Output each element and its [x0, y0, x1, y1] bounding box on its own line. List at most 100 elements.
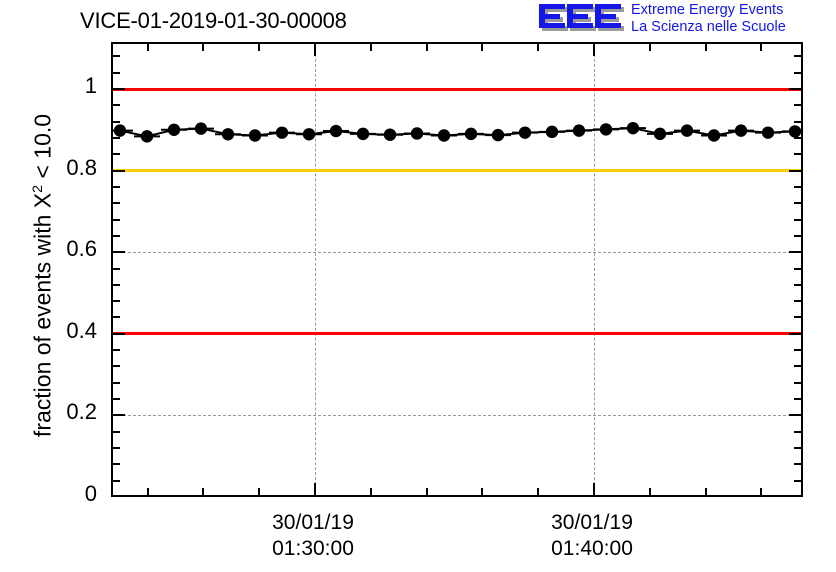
y-axis-minor-tick	[113, 447, 120, 450]
x-axis-minor-tick	[481, 44, 484, 51]
y-axis-minor-tick	[794, 365, 801, 368]
y-axis-minor-tick	[113, 300, 120, 303]
vertical-gridline	[594, 44, 595, 495]
x-axis-tick-label-time: 01:30:00	[272, 537, 354, 560]
y-axis-minor-tick	[794, 234, 801, 237]
y-axis-minor-tick	[113, 479, 120, 482]
y-axis-tick-label: 0.8	[66, 154, 97, 180]
y-axis-minor-tick	[113, 234, 120, 237]
x-axis-major-tick	[314, 483, 316, 495]
eee-logo-line1: Extreme Energy Events	[631, 2, 784, 18]
y-axis-major-tick	[789, 169, 801, 172]
x-axis-tick-label: 30/01/19 01:40:00	[492, 510, 692, 562]
y-axis-minor-tick	[794, 349, 801, 352]
x-axis-minor-tick	[202, 488, 205, 495]
x-axis-tick-label-date: 30/01/19	[272, 511, 354, 534]
data-point-marker	[275, 126, 289, 139]
y-axis-minor-tick	[794, 218, 801, 221]
upper-red-threshold	[113, 87, 801, 91]
y-axis-tick-label: 0.4	[66, 317, 97, 343]
data-point-marker	[599, 123, 613, 136]
y-axis-minor-tick	[113, 71, 120, 74]
data-point-marker	[734, 124, 748, 137]
y-axis-minor-tick	[113, 381, 120, 384]
y-axis-minor-tick	[794, 447, 801, 450]
y-axis-minor-tick	[113, 365, 120, 368]
x-axis-major-tick	[314, 44, 316, 56]
plot-frame	[111, 42, 803, 497]
data-point-marker	[788, 125, 801, 138]
y-axis-minor-tick	[113, 153, 120, 156]
y-axis-tick-label: 0.6	[66, 236, 97, 262]
x-axis-minor-tick	[537, 488, 540, 495]
x-axis-minor-tick	[258, 44, 261, 51]
eee-logo-mark-icon	[539, 4, 624, 31]
data-point-marker	[140, 130, 154, 143]
lower-red-threshold	[113, 332, 801, 336]
y-axis-minor-tick	[794, 202, 801, 205]
x-axis-minor-tick	[704, 488, 707, 495]
y-axis-minor-tick	[113, 104, 120, 107]
y-axis-minor-tick	[794, 71, 801, 74]
eee-logo: Extreme Energy Events La Scienza nelle S…	[537, 2, 833, 38]
y-axis-minor-tick	[113, 218, 120, 221]
y-axis-minor-tick	[794, 104, 801, 107]
data-point-marker	[545, 125, 559, 139]
y-axis-minor-tick	[794, 136, 801, 139]
x-axis-major-tick	[593, 483, 595, 495]
y-axis-minor-tick	[794, 430, 801, 433]
data-point-marker	[113, 124, 127, 137]
data-point-marker	[248, 129, 262, 142]
data-series	[113, 121, 801, 143]
x-axis-minor-tick	[369, 488, 372, 495]
y-axis-major-tick	[113, 414, 125, 417]
y-axis-minor-tick	[794, 153, 801, 156]
x-axis-minor-tick	[146, 488, 149, 495]
data-point-marker	[464, 127, 478, 141]
y-axis-minor-tick	[794, 283, 801, 286]
y-axis-minor-tick	[794, 300, 801, 303]
y-axis-major-tick	[113, 332, 125, 335]
y-axis-minor-tick	[794, 381, 801, 384]
y-axis-major-tick	[789, 414, 801, 417]
x-axis-minor-tick	[537, 44, 540, 51]
data-point-marker	[518, 126, 532, 139]
data-point-marker	[194, 122, 208, 135]
yellow-warning-threshold	[113, 169, 801, 173]
y-axis-title: fraction of events with X2 < 10.0	[30, 36, 57, 516]
y-axis-minor-tick	[794, 55, 801, 58]
y-axis-minor-tick	[794, 267, 801, 270]
y-axis-minor-tick	[113, 463, 120, 466]
y-axis-major-tick	[789, 251, 801, 254]
y-axis-minor-tick	[794, 479, 801, 482]
x-axis-minor-tick	[648, 488, 651, 495]
data-point-marker	[167, 123, 181, 136]
eee-logo-line2: La Scienza nelle Scuole	[631, 19, 786, 35]
y-axis-minor-tick	[113, 202, 120, 205]
y-axis-minor-tick	[794, 316, 801, 319]
y-axis-minor-tick	[794, 398, 801, 401]
data-point-marker	[221, 128, 235, 141]
y-axis-minor-tick	[113, 267, 120, 270]
y-axis-minor-tick	[113, 398, 120, 401]
y-axis-minor-tick	[794, 463, 801, 466]
x-axis-minor-tick	[425, 44, 428, 51]
y-axis-minor-tick	[113, 283, 120, 286]
x-axis-major-tick	[593, 44, 595, 56]
y-axis-minor-tick	[113, 136, 120, 139]
data-point-marker	[437, 129, 451, 142]
data-point-marker	[761, 126, 775, 139]
data-point-marker	[329, 124, 343, 138]
data-point-marker	[491, 128, 505, 142]
x-axis-tick-label: 30/01/19 01:30:00	[213, 510, 413, 562]
y-axis-minor-tick	[113, 185, 120, 188]
y-axis-minor-tick	[794, 120, 801, 123]
x-axis-minor-tick	[648, 44, 651, 51]
x-axis-minor-tick	[760, 44, 763, 51]
data-point-marker	[383, 128, 397, 141]
y-axis-minor-tick	[113, 316, 120, 319]
x-axis-minor-tick	[369, 44, 372, 51]
eee-logo-text: Extreme Energy Events La Scienza nelle S…	[631, 2, 786, 36]
y-axis-minor-tick	[113, 349, 120, 352]
x-axis-tick-label-time: 01:40:00	[551, 537, 633, 560]
